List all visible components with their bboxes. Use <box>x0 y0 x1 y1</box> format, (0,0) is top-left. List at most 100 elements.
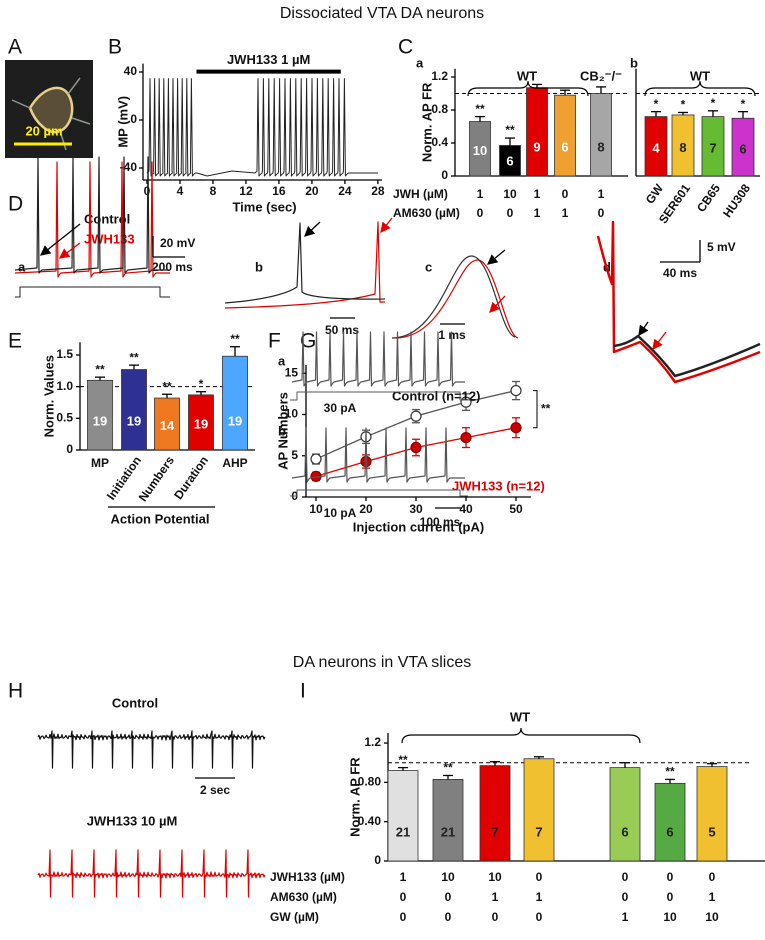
y-tick-label: 1.2 <box>431 69 448 83</box>
bar <box>523 758 555 862</box>
scale-label: 50 ms <box>325 323 359 337</box>
subpanel-label: b <box>630 55 638 70</box>
y-tick-label: 0.8 <box>431 102 448 116</box>
n-label: 19 <box>228 413 242 428</box>
x-tick-label: 30 <box>409 502 423 516</box>
trace <box>37 849 266 898</box>
row-label: JWH133 (µM) <box>270 870 345 884</box>
bar <box>590 93 612 177</box>
y-tick-label: 5 <box>291 448 298 462</box>
x-tick-label: Duration <box>171 454 211 502</box>
n-label: 8 <box>679 140 686 155</box>
y-tick-label: 0.40 <box>358 814 382 828</box>
y-axis-label: Norm. AP FR <box>347 757 362 837</box>
n-label: 19 <box>194 417 208 432</box>
significance: ** <box>475 102 485 116</box>
scale-label: 5 mV <box>707 240 736 254</box>
row-value: 1 <box>534 206 541 220</box>
n-label: 6 <box>621 824 628 839</box>
n-label: 7 <box>709 141 716 156</box>
y-tick-label: 15 <box>285 365 299 379</box>
group-label: WT <box>690 68 710 83</box>
row-value: 0 <box>400 910 407 924</box>
panel-label: H <box>8 680 23 703</box>
panel-label: B <box>108 36 122 59</box>
x-tick-label: 10 <box>309 502 323 516</box>
n-label: 8 <box>597 139 604 154</box>
panel-label: I <box>300 680 306 703</box>
row-value: 1 <box>492 890 499 904</box>
row-value: 0 <box>445 910 452 924</box>
row-value: 0 <box>507 206 514 220</box>
subpanel-label: a <box>416 55 424 70</box>
row-value: 1 <box>598 187 605 201</box>
y-tick-label: 0.80 <box>358 775 382 789</box>
x-tick-label: AHP <box>222 456 247 470</box>
arrow <box>486 249 506 265</box>
y-tick-label: 0.4 <box>431 135 448 149</box>
group-label: WT <box>510 709 530 724</box>
row-value: 0 <box>400 890 407 904</box>
y-tick-label: 10 <box>285 407 299 421</box>
row-label: JWH (µM) <box>393 187 448 201</box>
significance: * <box>711 96 716 110</box>
x-tick-label: GW <box>643 181 667 207</box>
significance-bracket <box>533 390 538 429</box>
trace <box>391 255 516 339</box>
scale-label: 40 ms <box>663 266 697 280</box>
trace <box>15 286 170 298</box>
significance: * <box>654 97 659 111</box>
arrow <box>652 331 667 351</box>
x-tick-label: 40 <box>459 502 473 516</box>
row-value: 0 <box>622 890 629 904</box>
row-value: 1 <box>709 890 716 904</box>
panel-label: C <box>398 36 413 59</box>
panel-label: E <box>8 330 22 353</box>
bar <box>87 379 113 451</box>
subpanel-label: b <box>278 423 286 438</box>
marker <box>410 410 422 422</box>
subpanel-label: c <box>425 259 432 274</box>
n-label: 9 <box>533 139 540 154</box>
row-value: 0 <box>445 890 452 904</box>
group-label: WT <box>517 68 537 83</box>
bar <box>432 779 464 862</box>
trace <box>291 331 465 387</box>
x-tick-label: 16 <box>272 184 286 198</box>
row-value: 10 <box>503 187 517 201</box>
y-tick-label: 1.0 <box>56 379 73 393</box>
row-value: 0 <box>598 206 605 220</box>
group-label: CB₂⁻/⁻ <box>580 68 622 83</box>
n-label: 19 <box>93 413 107 428</box>
scale-label: 1 ms <box>438 328 466 342</box>
row-value: 0 <box>667 890 674 904</box>
significance: ** <box>162 379 172 393</box>
row-value: 0 <box>709 870 716 884</box>
scale-label: 200 ms <box>152 260 193 274</box>
n-label: 14 <box>160 418 175 433</box>
bar <box>479 765 511 862</box>
row-value: 10 <box>663 910 677 924</box>
significance: ** <box>398 753 408 767</box>
trace <box>290 489 468 497</box>
row-value: 1 <box>562 206 569 220</box>
x-tick-label: 50 <box>509 502 523 516</box>
y-tick-label: 0 <box>374 853 381 867</box>
trace <box>224 222 386 304</box>
row-label: AM630 (µM) <box>393 206 460 220</box>
marker <box>410 441 422 454</box>
trace <box>596 220 761 384</box>
row-value: 10 <box>441 870 455 884</box>
y-tick-label: 1.2 <box>364 735 381 749</box>
row-label: GW (µM) <box>270 910 319 924</box>
x-tick-label: 12 <box>239 184 253 198</box>
row-value: 0 <box>622 870 629 884</box>
row-value: 1 <box>477 187 484 201</box>
marker <box>510 384 522 397</box>
n-label: 21 <box>441 824 455 839</box>
trace <box>394 259 519 339</box>
x-axis-label: Injection current (pA) <box>353 519 484 534</box>
subpanel-label: b <box>255 259 263 274</box>
bar <box>188 394 214 451</box>
